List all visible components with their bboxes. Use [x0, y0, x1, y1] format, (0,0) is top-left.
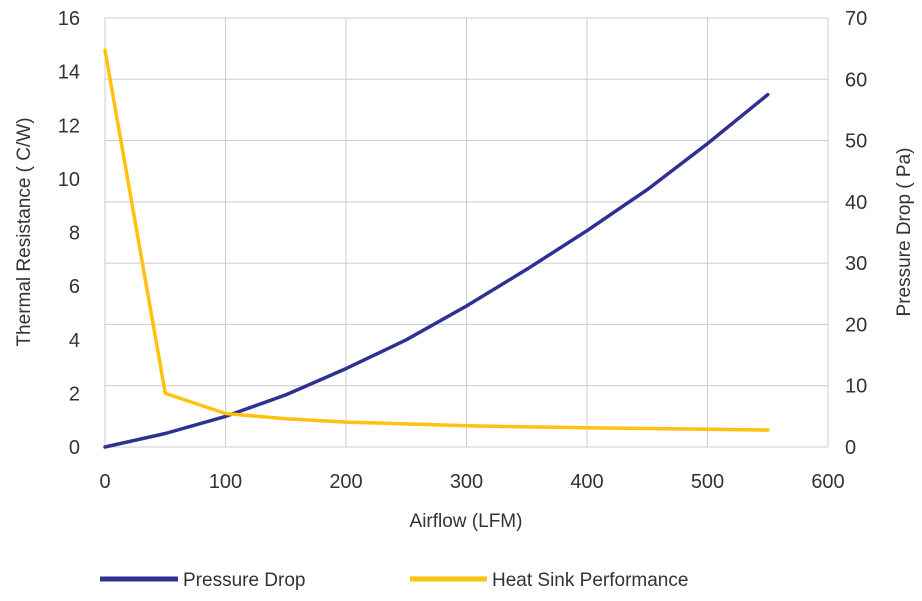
x-axis-ticks: 0 100 200 300 400 500 600	[99, 471, 844, 493]
y-right-tick-label-4: 40	[845, 192, 867, 214]
legend-label-pressure-drop: Pressure Drop	[183, 570, 306, 591]
y-left-tick-label-6: 12	[58, 115, 80, 137]
y-left-tick-label-2: 4	[69, 330, 80, 352]
y-right-tick-label-6: 60	[845, 69, 867, 91]
x-tick-label-1: 100	[209, 471, 242, 493]
y-left-axis-ticks: 0 2 4 6 8 10 12 14 16	[58, 8, 80, 459]
y-right-tick-label-2: 20	[845, 314, 867, 336]
legend-label-heat-sink-performance: Heat Sink Performance	[492, 570, 688, 591]
y-right-tick-label-1: 10	[845, 376, 867, 398]
x-tick-label-2: 200	[329, 471, 362, 493]
y-right-tick-label-7: 70	[845, 8, 867, 30]
y-left-tick-label-8: 16	[58, 8, 80, 30]
y-left-tick-label-1: 2	[69, 383, 80, 405]
y-left-tick-label-3: 6	[69, 276, 80, 298]
x-tick-label-5: 500	[691, 471, 724, 493]
y-right-tick-label-5: 50	[845, 131, 867, 153]
y-left-tick-label-7: 14	[58, 62, 80, 84]
y-left-tick-label-4: 8	[69, 223, 80, 245]
grid-lines	[104, 17, 829, 448]
y-right-tick-label-3: 30	[845, 253, 867, 275]
x-tick-label-4: 400	[570, 471, 603, 493]
y-right-axis-title: Pressure Drop ( Pa)	[894, 148, 915, 317]
x-axis-title: Airflow (LFM)	[410, 511, 523, 532]
x-tick-label-3: 300	[450, 471, 483, 493]
y-left-tick-label-5: 10	[58, 169, 80, 191]
y-right-axis-ticks: 0 10 20 30 40 50 60 70	[845, 8, 867, 459]
series-group	[103, 48, 770, 449]
legend: Pressure Drop Heat Sink Performance	[100, 570, 688, 591]
series-line-heat-sink-performance	[103, 48, 770, 432]
x-tick-label-0: 0	[99, 471, 110, 493]
y-left-axis-title: Thermal Resistance ( C/W)	[14, 117, 35, 346]
x-tick-label-6: 600	[811, 471, 844, 493]
y-right-tick-label-0: 0	[845, 437, 856, 459]
y-left-tick-label-0: 0	[69, 437, 80, 459]
series-line-pressure-drop	[103, 92, 770, 449]
